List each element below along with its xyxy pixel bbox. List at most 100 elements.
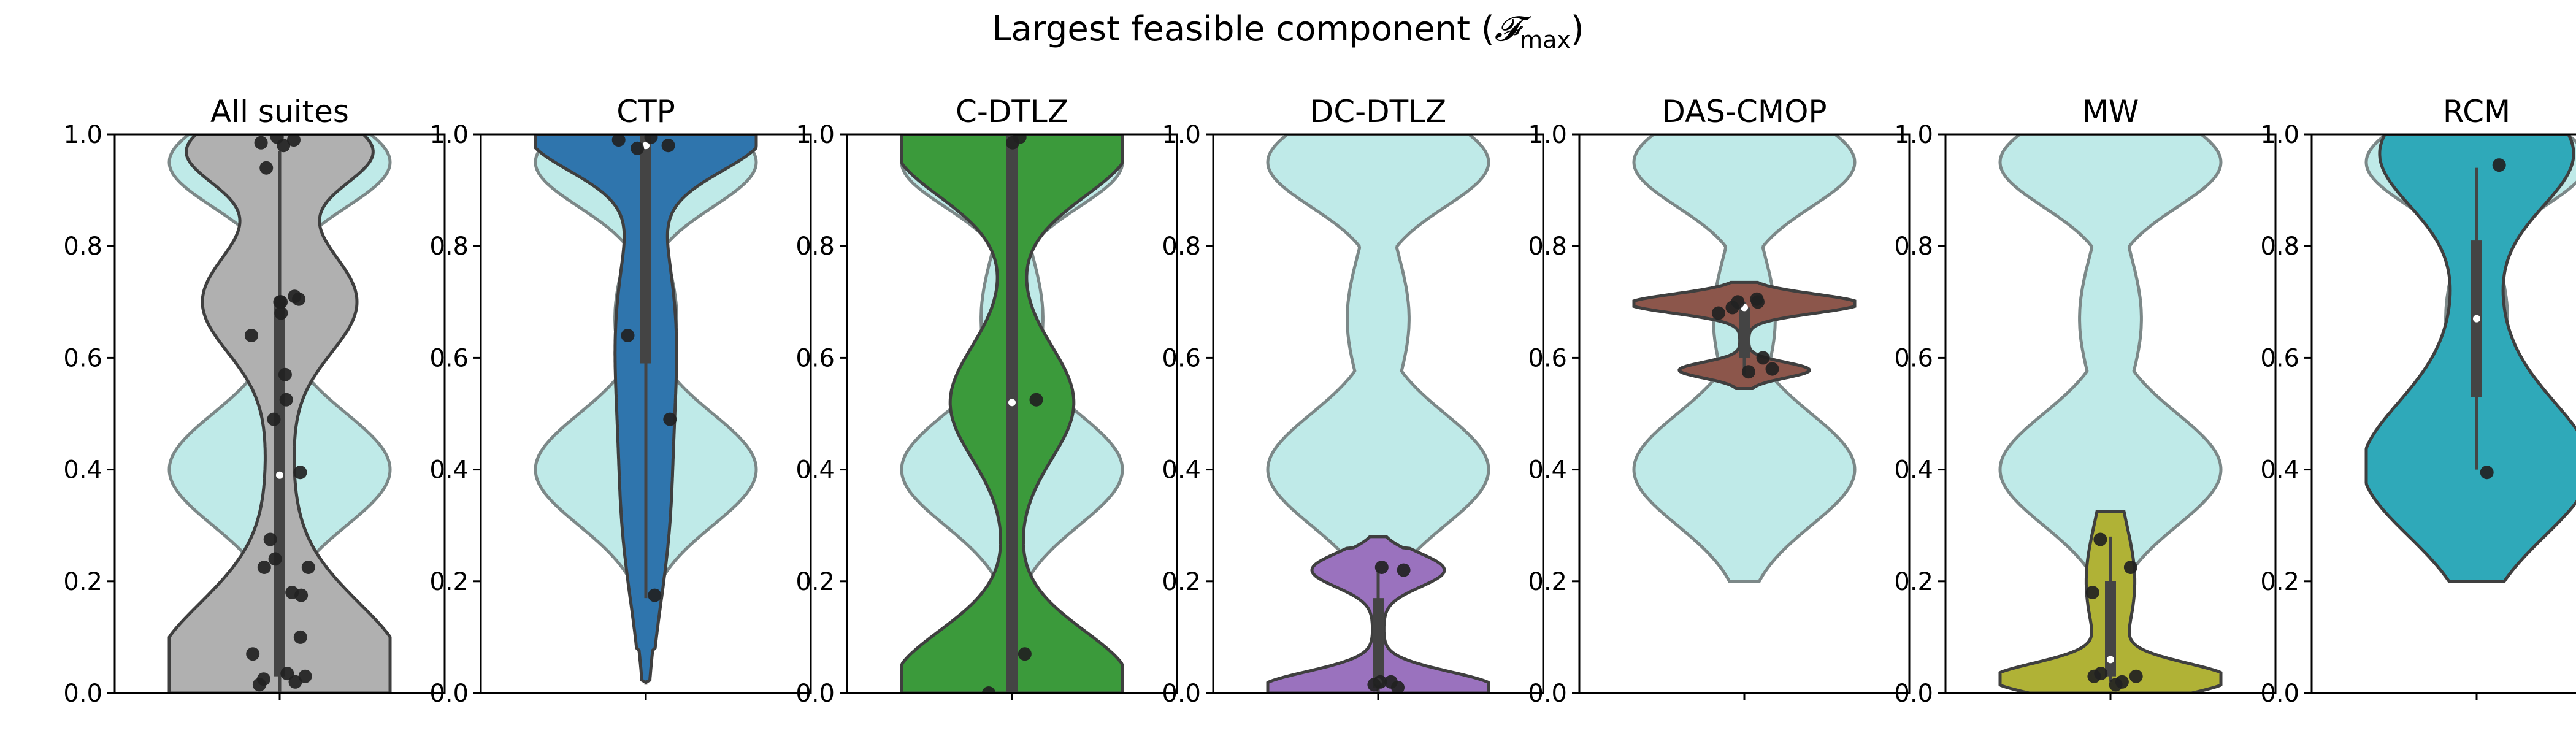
- panel-c-dtlz: 0.0 0.2 0.4 0.6 0.8 1.0 C-DTLZ: [795, 94, 1178, 708]
- y-tick-label: 0.0: [429, 680, 469, 708]
- y-tick-label: 0.2: [1528, 568, 1567, 596]
- panel-title: DC-DTLZ: [1310, 94, 1447, 129]
- data-point: [288, 675, 302, 689]
- y-tick-label: 0.0: [795, 680, 835, 708]
- data-point: [1756, 351, 1770, 365]
- data-point: [648, 588, 662, 602]
- y-tick-label: 0.4: [795, 456, 835, 485]
- iqr-box: [2105, 581, 2116, 677]
- iqr-box: [1006, 134, 1018, 693]
- panel-plot-area: [167, 134, 392, 693]
- y-tick-label: 0.8: [429, 232, 469, 261]
- iqr-box: [1373, 598, 1384, 688]
- y-tick-label: 0.0: [1162, 680, 1201, 708]
- panel-plot-area: [900, 134, 1124, 693]
- y-tick-label: 0.4: [1162, 456, 1201, 485]
- data-point: [1725, 301, 1739, 315]
- data-point: [1765, 362, 1779, 376]
- y-tick-label: 1.0: [2260, 121, 2299, 149]
- data-point: [1374, 561, 1389, 574]
- y-tick-label: 0.2: [429, 568, 469, 596]
- y-tick-label: 0.4: [1528, 456, 1567, 485]
- panel-plot-area: [534, 134, 758, 685]
- background-violin: [1266, 134, 1490, 583]
- median-marker: [2473, 315, 2480, 323]
- data-point: [279, 393, 293, 407]
- panel-dc-dtlz: 0.0 0.2 0.4 0.6 0.8 1.0 DC-DTLZ: [1162, 94, 1544, 708]
- data-point: [301, 561, 315, 574]
- background-violin: [1998, 134, 2223, 583]
- panel-das-cmop: 0.0 0.2 0.4 0.6 0.8 1.0 DAS-CMOP: [1528, 94, 1911, 708]
- data-point: [298, 669, 312, 683]
- panel-title: C-DTLZ: [956, 94, 1068, 129]
- data-point: [257, 561, 271, 574]
- data-point: [2087, 669, 2101, 683]
- data-point: [259, 161, 274, 175]
- data-point: [270, 134, 284, 144]
- data-point: [661, 139, 675, 153]
- data-point: [2109, 678, 2123, 692]
- data-point: [621, 329, 635, 342]
- data-point: [1367, 678, 1381, 692]
- y-tick-label: 0.6: [1894, 344, 1933, 372]
- panel-title: RCM: [2443, 94, 2510, 129]
- data-point: [1741, 365, 1755, 379]
- y-tick-label: 0.6: [429, 344, 469, 372]
- data-point: [293, 630, 307, 644]
- data-point: [2093, 532, 2107, 546]
- y-tick-label: 0.2: [795, 568, 835, 596]
- iqr-box: [274, 302, 285, 677]
- y-tick-label: 0.2: [1162, 568, 1201, 596]
- data-point: [1006, 136, 1019, 150]
- y-tick-label: 0.8: [1162, 232, 1201, 261]
- y-tick-label: 0.6: [1528, 344, 1567, 372]
- figure-title: Largest feasible component (𝓕max): [992, 9, 1584, 53]
- panel-all-suites: 0.0 0.2 0.4 0.6 0.8 1.0 All suites: [63, 94, 446, 708]
- y-tick-label: 0.2: [1894, 568, 1933, 596]
- data-point: [611, 134, 626, 147]
- y-tick-label: 0.4: [429, 456, 469, 485]
- data-point: [288, 289, 302, 304]
- data-point: [267, 412, 281, 426]
- data-point: [663, 412, 677, 426]
- iqr-box: [1739, 307, 1750, 358]
- data-point: [982, 686, 995, 693]
- y-tick-label: 0.0: [2260, 680, 2299, 708]
- y-tick-label: 0.6: [2260, 344, 2299, 372]
- y-tick-label: 0.0: [1894, 680, 1933, 708]
- data-point: [293, 466, 307, 480]
- y-tick-label: 1.0: [429, 121, 469, 149]
- panel-plot-area: [1266, 134, 1490, 693]
- data-point: [254, 136, 268, 150]
- panel-plot-area: [2364, 134, 2576, 583]
- panel-rcm: 0.0 0.2 0.4 0.6 0.8 1.0 RCM: [2260, 94, 2576, 708]
- data-point: [287, 134, 301, 147]
- panel-title: MW: [2082, 94, 2139, 129]
- y-tick-label: 0.8: [63, 232, 102, 261]
- data-point: [246, 647, 260, 661]
- y-tick-label: 0.4: [2260, 456, 2299, 485]
- y-tick-label: 1.0: [1528, 121, 1567, 149]
- y-tick-label: 1.0: [63, 121, 102, 149]
- y-tick-label: 1.0: [795, 121, 835, 149]
- data-point: [2085, 586, 2099, 599]
- y-tick-label: 0.8: [2260, 232, 2299, 261]
- y-tick-label: 0.4: [63, 456, 102, 485]
- median-marker: [276, 471, 283, 479]
- y-tick-label: 0.6: [63, 344, 102, 372]
- figure-title-prefix: Largest feasible component (: [992, 9, 1495, 49]
- data-point: [252, 678, 266, 692]
- y-tick-label: 0.6: [795, 344, 835, 372]
- data-point: [2123, 561, 2137, 574]
- panel-title: CTP: [616, 94, 675, 129]
- data-point: [1711, 306, 1725, 320]
- data-point: [644, 134, 658, 144]
- panel-plot-area: [1632, 134, 1857, 583]
- panel-plot-area: [1998, 134, 2223, 693]
- y-tick-label: 0.6: [1162, 344, 1201, 372]
- y-tick-label: 0.0: [63, 680, 102, 708]
- y-tick-label: 0.2: [63, 568, 102, 596]
- data-point: [2480, 466, 2494, 480]
- data-point: [1397, 563, 1411, 577]
